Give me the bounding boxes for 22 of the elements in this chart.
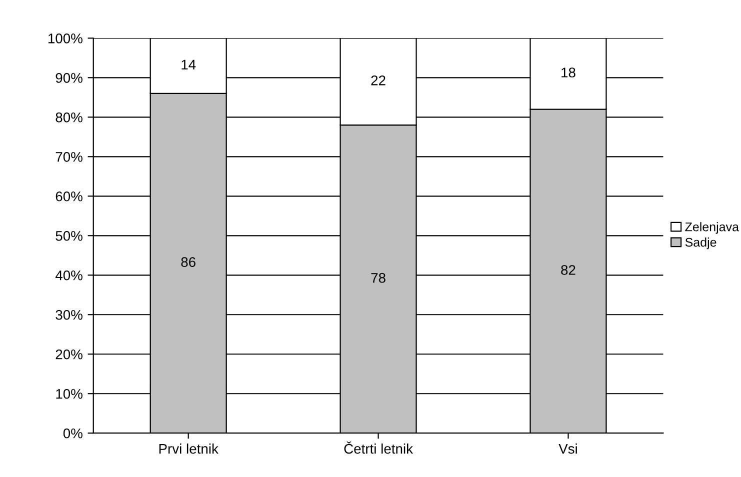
- data-label: 14: [182, 60, 196, 70]
- data-label: 82: [561, 265, 576, 275]
- y-tick-label: 90%: [56, 72, 82, 83]
- y-tick-label: 50%: [56, 230, 82, 241]
- legend-label: Sadje: [685, 238, 716, 250]
- y-tick-label: 100%: [48, 33, 82, 44]
- y-tick-label: 80%: [56, 112, 82, 122]
- y-tick-label: 70%: [56, 152, 82, 162]
- data-label: 18: [562, 68, 576, 78]
- y-tick-label: 20%: [56, 349, 82, 360]
- x-tick-label: Vsi: [558, 444, 577, 454]
- y-tick-label: 30%: [56, 310, 82, 320]
- y-tick-label: 0%: [63, 428, 82, 438]
- y-tick-label: 60%: [56, 191, 82, 202]
- y-tick-label: 40%: [55, 270, 82, 280]
- x-tick-label: Prvi letnik: [159, 444, 218, 454]
- data-label: 78: [371, 272, 386, 283]
- x-tick-label: Četrti letnik: [344, 441, 414, 454]
- data-label: 22: [371, 76, 386, 86]
- y-tick-label: 10%: [56, 388, 82, 399]
- legend-label: Zelenjava: [685, 222, 739, 234]
- data-label: 86: [181, 257, 196, 268]
